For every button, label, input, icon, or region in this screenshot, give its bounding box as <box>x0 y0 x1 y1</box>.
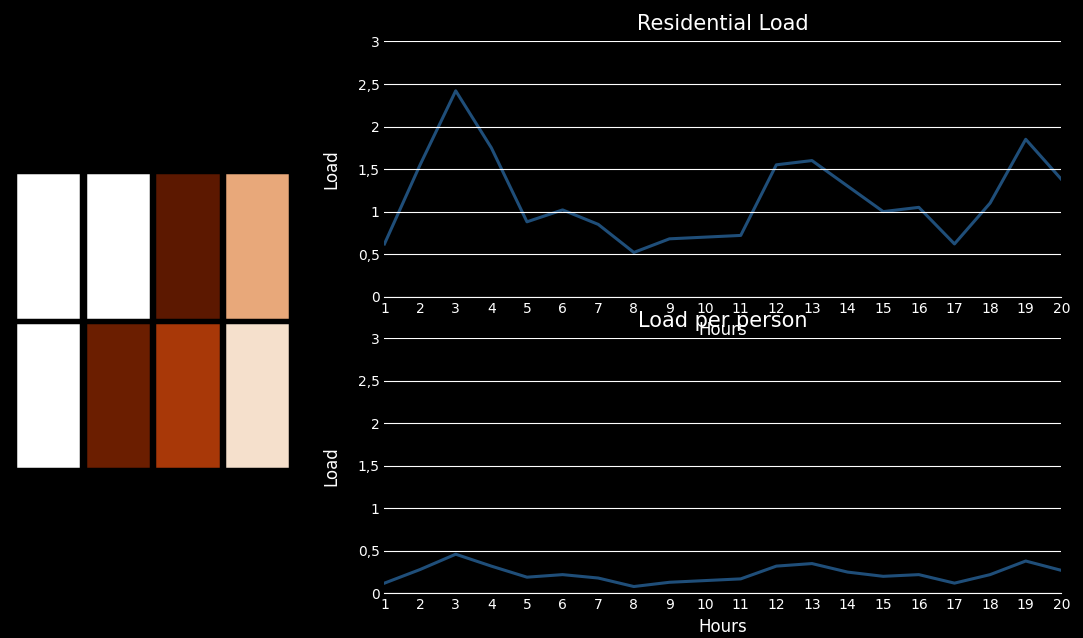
Y-axis label: Load: Load <box>323 149 340 189</box>
X-axis label: Hours: Hours <box>699 618 747 635</box>
Y-axis label: Load: Load <box>323 446 340 486</box>
Title: Load per person: Load per person <box>638 311 808 331</box>
Title: Residential Load: Residential Load <box>637 15 809 34</box>
X-axis label: Hours: Hours <box>699 321 747 339</box>
